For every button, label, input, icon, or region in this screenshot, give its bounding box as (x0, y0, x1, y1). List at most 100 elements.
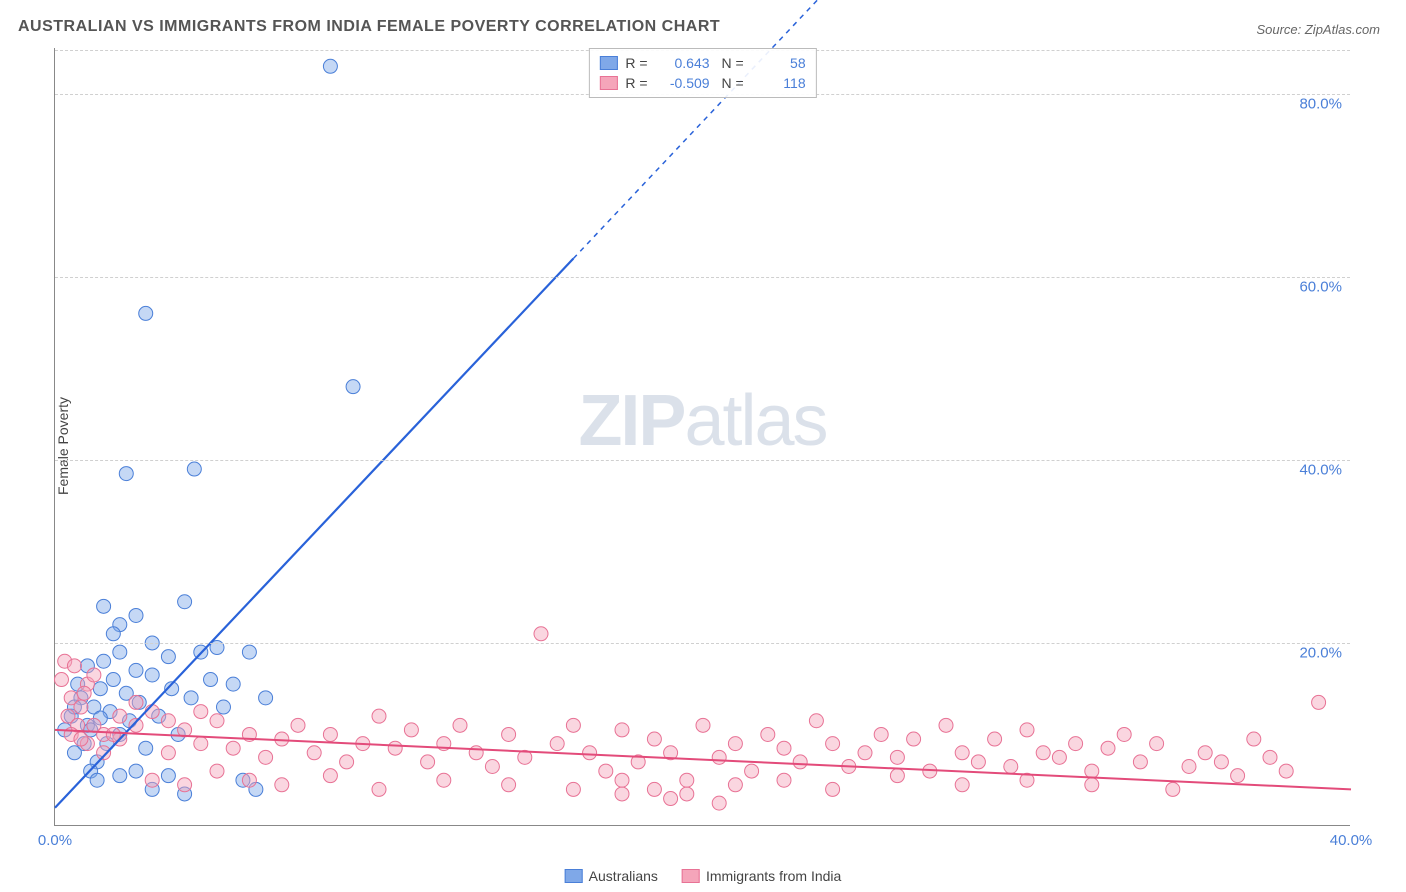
data-point (210, 714, 224, 728)
data-point (1166, 782, 1180, 796)
data-point (615, 773, 629, 787)
data-point (93, 682, 107, 696)
data-point (1052, 750, 1066, 764)
plot-area: ZIPatlas R = 0.643 N = 58 R = -0.509 N =… (54, 48, 1350, 826)
legend-item-0: Australians (565, 868, 658, 884)
data-point (119, 467, 133, 481)
data-point (291, 718, 305, 732)
legend-bottom-swatch-1 (682, 869, 700, 883)
data-point (113, 645, 127, 659)
data-point (161, 746, 175, 760)
data-point (1312, 695, 1326, 709)
data-point (139, 306, 153, 320)
data-point (1150, 737, 1164, 751)
legend-bottom-label-0: Australians (589, 868, 658, 884)
data-point (97, 654, 111, 668)
data-point (323, 769, 337, 783)
data-point (178, 778, 192, 792)
data-point (184, 691, 198, 705)
data-point (728, 778, 742, 792)
data-point (1198, 746, 1212, 760)
data-point (1182, 760, 1196, 774)
data-point (534, 627, 548, 641)
data-point (194, 705, 208, 719)
trend-line (55, 259, 573, 808)
data-point (139, 741, 153, 755)
data-point (74, 732, 88, 746)
data-point (988, 732, 1002, 746)
data-point (1036, 746, 1050, 760)
legend-row-0: R = 0.643 N = 58 (599, 53, 805, 73)
data-point (145, 705, 159, 719)
data-point (226, 677, 240, 691)
data-point (437, 773, 451, 787)
data-point (129, 608, 143, 622)
legend-swatch-0 (599, 56, 617, 70)
data-point (388, 741, 402, 755)
data-point (939, 718, 953, 732)
data-point (275, 732, 289, 746)
data-point (145, 773, 159, 787)
data-point (566, 782, 580, 796)
data-point (712, 750, 726, 764)
data-point (145, 668, 159, 682)
data-point (777, 741, 791, 755)
data-point (210, 764, 224, 778)
data-point (777, 773, 791, 787)
x-tick-label: 40.0% (1330, 832, 1373, 849)
data-point (87, 668, 101, 682)
r-value-1: -0.509 (656, 75, 710, 91)
data-point (1069, 737, 1083, 751)
data-point (1214, 755, 1228, 769)
data-point (955, 746, 969, 760)
y-tick-label: 20.0% (1299, 644, 1342, 661)
chart-title: AUSTRALIAN VS IMMIGRANTS FROM INDIA FEMA… (18, 18, 720, 36)
data-point (77, 686, 91, 700)
data-point (971, 755, 985, 769)
data-point (858, 746, 872, 760)
data-point (421, 755, 435, 769)
n-value-0: 58 (752, 55, 806, 71)
data-point (745, 764, 759, 778)
plot-svg (55, 48, 1350, 825)
r-label: R = (625, 55, 647, 71)
data-point (453, 718, 467, 732)
data-point (566, 718, 580, 732)
data-point (647, 732, 661, 746)
data-point (502, 727, 516, 741)
data-point (583, 746, 597, 760)
data-point (1247, 732, 1261, 746)
data-point (696, 718, 710, 732)
data-point (74, 700, 88, 714)
data-point (106, 627, 120, 641)
data-point (761, 727, 775, 741)
data-point (550, 737, 564, 751)
data-point (826, 737, 840, 751)
data-point (67, 659, 81, 673)
trend-line-extrapolation (573, 0, 832, 259)
data-point (955, 778, 969, 792)
data-point (323, 59, 337, 73)
data-point (874, 727, 888, 741)
data-point (275, 778, 289, 792)
data-point (793, 755, 807, 769)
data-point (346, 380, 360, 394)
data-point (680, 773, 694, 787)
legend-item-1: Immigrants from India (682, 868, 841, 884)
data-point (826, 782, 840, 796)
data-point (372, 709, 386, 723)
data-point (1133, 755, 1147, 769)
data-point (259, 750, 273, 764)
x-tick-label: 0.0% (38, 832, 72, 849)
data-point (1085, 778, 1099, 792)
data-point (647, 782, 661, 796)
data-point (106, 673, 120, 687)
data-point (680, 787, 694, 801)
data-point (323, 727, 337, 741)
data-point (90, 773, 104, 787)
n-label: N = (718, 75, 744, 91)
legend-bottom-swatch-0 (565, 869, 583, 883)
data-point (226, 741, 240, 755)
y-tick-label: 80.0% (1299, 95, 1342, 112)
data-point (372, 782, 386, 796)
